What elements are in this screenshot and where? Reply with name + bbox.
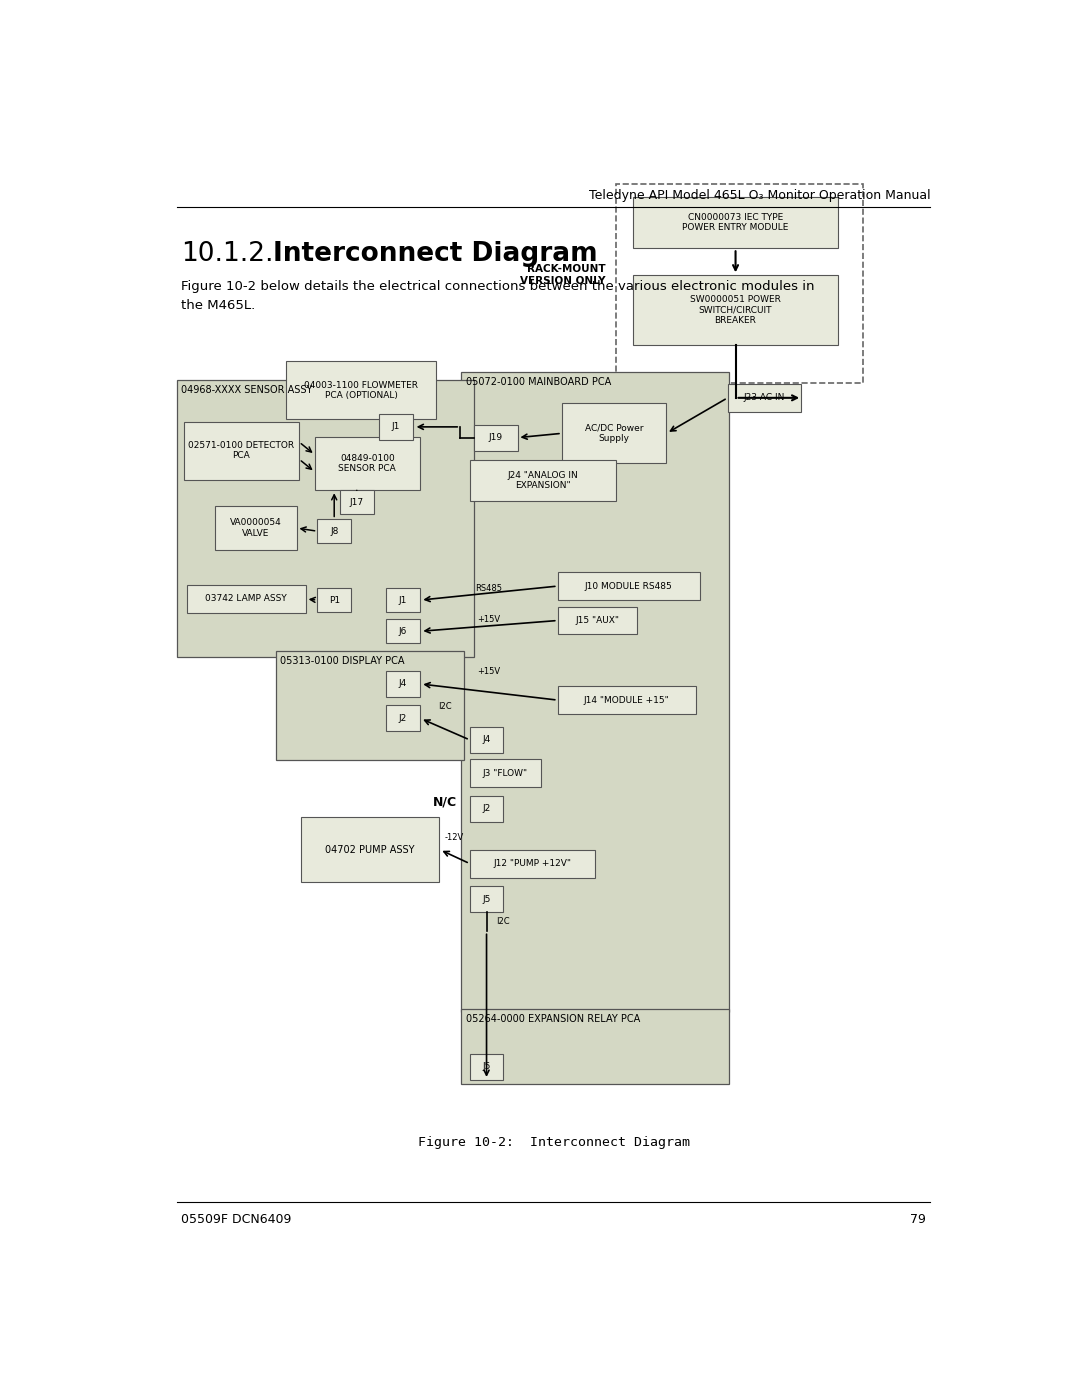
Text: J3 "FLOW": J3 "FLOW" <box>483 768 528 778</box>
Text: 03742 LAMP ASSY: 03742 LAMP ASSY <box>205 595 287 604</box>
Text: +15V: +15V <box>477 615 500 623</box>
Text: P1: P1 <box>328 595 340 605</box>
FancyBboxPatch shape <box>470 849 595 877</box>
Text: J12 "PUMP +12V": J12 "PUMP +12V" <box>494 859 571 868</box>
FancyBboxPatch shape <box>177 380 474 657</box>
FancyBboxPatch shape <box>300 817 438 882</box>
FancyBboxPatch shape <box>285 362 436 419</box>
FancyBboxPatch shape <box>387 705 419 731</box>
FancyBboxPatch shape <box>275 651 464 760</box>
Text: 02571-0100 DETECTOR
PCA: 02571-0100 DETECTOR PCA <box>188 441 295 460</box>
FancyBboxPatch shape <box>470 760 541 788</box>
Text: 04003-1100 FLOWMETER
PCA (OPTIONAL): 04003-1100 FLOWMETER PCA (OPTIONAL) <box>303 380 418 400</box>
Text: J5: J5 <box>483 894 490 904</box>
Text: J5: J5 <box>483 1062 490 1071</box>
Text: J8: J8 <box>330 527 338 535</box>
Text: 05072-0100 MAINBOARD PCA: 05072-0100 MAINBOARD PCA <box>465 377 611 387</box>
Text: J6: J6 <box>399 627 407 636</box>
Text: 04849-0100
SENSOR PCA: 04849-0100 SENSOR PCA <box>338 454 396 474</box>
FancyBboxPatch shape <box>387 588 419 612</box>
Text: 05264-0000 EXPANSION RELAY PCA: 05264-0000 EXPANSION RELAY PCA <box>465 1014 639 1024</box>
Text: J1: J1 <box>392 422 401 432</box>
Text: 04968-XXXX SENSOR ASSY: 04968-XXXX SENSOR ASSY <box>181 386 312 395</box>
FancyBboxPatch shape <box>557 606 637 634</box>
FancyBboxPatch shape <box>633 275 838 345</box>
FancyBboxPatch shape <box>184 422 299 479</box>
Text: J19: J19 <box>488 433 503 441</box>
FancyBboxPatch shape <box>340 490 374 514</box>
Text: J24 "ANALOG IN
EXPANSION": J24 "ANALOG IN EXPANSION" <box>508 471 579 490</box>
Text: N/C: N/C <box>433 796 457 809</box>
Text: 79: 79 <box>910 1213 926 1227</box>
Text: +15V: +15V <box>477 668 500 676</box>
Text: 05313-0100 DISPLAY PCA: 05313-0100 DISPLAY PCA <box>280 657 404 666</box>
FancyBboxPatch shape <box>318 588 351 612</box>
Text: Figure 10-2 below details the electrical connections between the various electro: Figure 10-2 below details the electrical… <box>181 279 814 292</box>
Text: AC/DC Power
Supply: AC/DC Power Supply <box>585 423 644 443</box>
Text: J1: J1 <box>399 595 407 605</box>
Text: 05509F DCN6409: 05509F DCN6409 <box>181 1213 292 1227</box>
Text: J2: J2 <box>483 805 490 813</box>
Text: J2: J2 <box>399 714 407 722</box>
FancyBboxPatch shape <box>557 686 696 714</box>
FancyBboxPatch shape <box>315 437 419 490</box>
FancyBboxPatch shape <box>470 796 503 821</box>
Text: SW0000051 POWER
SWITCH/CIRCUIT
BREAKER: SW0000051 POWER SWITCH/CIRCUIT BREAKER <box>690 295 781 326</box>
FancyBboxPatch shape <box>728 384 801 412</box>
FancyBboxPatch shape <box>387 619 419 643</box>
Text: J4: J4 <box>483 735 490 745</box>
FancyBboxPatch shape <box>387 671 419 697</box>
FancyBboxPatch shape <box>470 1053 503 1080</box>
FancyBboxPatch shape <box>215 507 297 549</box>
FancyBboxPatch shape <box>562 404 666 464</box>
FancyBboxPatch shape <box>318 520 351 543</box>
FancyBboxPatch shape <box>617 184 863 383</box>
FancyBboxPatch shape <box>470 726 503 753</box>
Text: J15 "AUX": J15 "AUX" <box>576 616 620 624</box>
Text: J14 "MODULE +15": J14 "MODULE +15" <box>584 696 670 704</box>
Text: I2C: I2C <box>437 701 451 711</box>
Text: J17: J17 <box>350 497 364 507</box>
FancyBboxPatch shape <box>461 1009 729 1084</box>
FancyBboxPatch shape <box>470 460 617 502</box>
Text: 04702 PUMP ASSY: 04702 PUMP ASSY <box>325 845 415 855</box>
Text: Teledyne API Model 465L O₃ Monitor Operation Manual: Teledyne API Model 465L O₃ Monitor Opera… <box>589 189 930 203</box>
Text: RS485: RS485 <box>475 584 502 592</box>
Text: VA0000054
VALVE: VA0000054 VALVE <box>230 518 282 538</box>
Text: RACK-MOUNT
VERSION ONLY: RACK-MOUNT VERSION ONLY <box>519 264 606 286</box>
Text: the M465L.: the M465L. <box>181 299 255 312</box>
FancyBboxPatch shape <box>379 414 413 440</box>
Text: Interconnect Diagram: Interconnect Diagram <box>273 240 597 267</box>
FancyBboxPatch shape <box>557 573 700 601</box>
FancyBboxPatch shape <box>461 372 729 1011</box>
Text: Figure 10-2:  Interconnect Diagram: Figure 10-2: Interconnect Diagram <box>418 1136 689 1148</box>
Text: CN0000073 IEC TYPE
POWER ENTRY MODULE: CN0000073 IEC TYPE POWER ENTRY MODULE <box>683 212 788 232</box>
Text: J23 AC IN: J23 AC IN <box>744 394 785 402</box>
FancyBboxPatch shape <box>470 886 503 912</box>
Text: J10 MODULE RS485: J10 MODULE RS485 <box>585 581 673 591</box>
Text: I2C: I2C <box>497 916 510 926</box>
Text: -12V: -12V <box>445 833 464 842</box>
Text: 10.1.2.: 10.1.2. <box>181 240 273 267</box>
FancyBboxPatch shape <box>633 197 838 249</box>
Text: J4: J4 <box>399 679 407 689</box>
FancyBboxPatch shape <box>187 585 306 613</box>
FancyBboxPatch shape <box>474 425 517 451</box>
